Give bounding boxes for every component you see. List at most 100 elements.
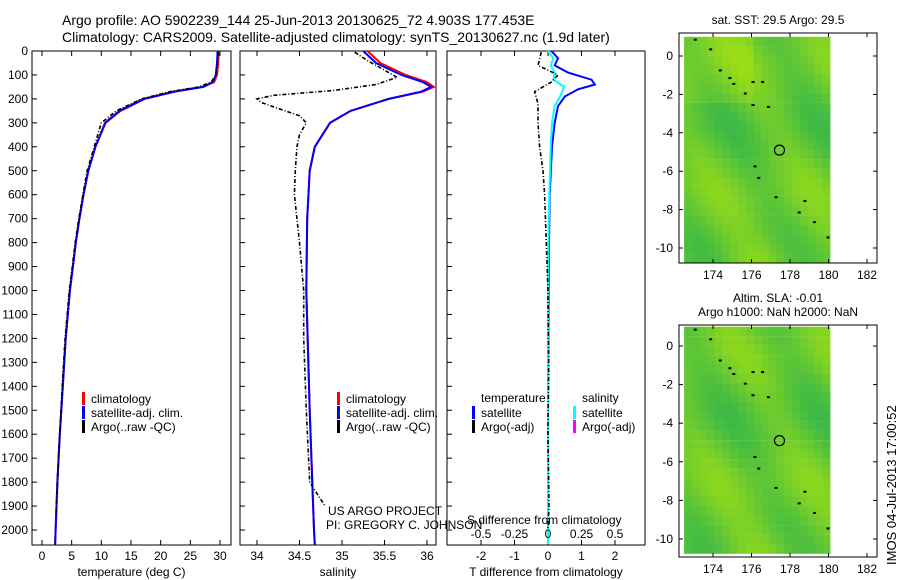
legend-label: Argo(..raw -QC) [346,420,431,434]
map-cell [714,440,723,450]
map-cell [722,487,731,498]
map-cell [807,46,816,56]
map-cell [707,364,716,375]
map-cell [753,515,762,526]
map-cell [722,449,731,460]
map-cell [714,93,723,103]
x-tick-label: 34.5 [288,549,312,563]
x-tick-label: 5 [68,549,75,563]
lon-tick-label: 176 [741,268,761,282]
map-cell [799,253,808,263]
map-cell [791,215,800,226]
map-cell [684,345,693,356]
map-cell [730,46,739,56]
lat-tick-label: -10 [656,532,674,546]
map-cell [745,187,754,197]
s-tick-label: 0.25 [570,527,594,541]
map-cell [745,496,754,507]
map-cell [745,55,754,66]
map-cell [822,525,831,535]
map-cell [761,326,770,337]
map-cell [776,449,785,460]
map-cell [738,177,746,188]
series-line-satellite-adj-clim- [305,50,434,545]
map-cell [768,243,777,254]
sla-map-panel: 174 176 178 180 182 0 -2 -4 -6 -8 -10 Altim. SLA: -… [656,291,878,576]
map-cell [822,215,831,226]
map-cell [784,74,793,84]
map-cell [815,83,823,94]
map-cell [807,364,816,375]
map-cell [699,225,708,235]
map-cell [738,36,746,47]
map-cell [738,55,746,66]
map-cell [768,326,777,337]
map-cell [707,36,716,47]
map-cell [722,336,731,346]
map-cell [776,392,785,403]
map-cell [822,440,831,450]
map-cell [799,336,808,346]
s-tick-label: 0.5 [607,527,624,541]
map-cell [722,187,731,197]
map-cell [807,121,816,132]
map-cell [822,383,831,393]
map-cell [738,74,746,84]
map-cell [768,459,777,469]
map-cell [699,430,708,441]
map-cell [691,355,700,365]
map-cell [761,168,770,179]
map-cell [738,46,746,56]
map-cell [699,326,708,337]
s-axis-label: S difference from climatology [467,513,622,527]
map-cell [730,83,739,94]
map-cell [699,336,708,346]
map-cell [776,74,785,84]
map-cell [791,336,800,346]
map-cell [761,355,770,365]
map-cell [738,355,746,365]
map-cell [738,468,746,479]
map-cell [784,65,793,75]
map-cell [753,355,762,365]
y-tick-label: 300 [8,116,28,130]
x-tick-label: 25 [184,549,198,563]
map-cell [776,326,785,337]
map-cell [745,506,754,516]
map-cell [722,459,731,469]
map-cell [745,336,754,346]
map-cell [761,149,770,160]
map-cell [699,206,708,216]
map-cell [776,515,785,526]
temperature-panel: 0 5 10 15 20 25 30 temperature (deg C) 0 100 200 30… [1,44,232,579]
y-tick-label: 1300 [1,355,28,369]
map-cell [768,253,777,263]
map-cell [699,411,708,422]
map-cell [784,336,793,346]
map-cell [761,55,770,66]
map-cell [730,383,739,393]
map-cell [807,55,816,66]
map-cell [691,130,700,141]
map-cell [684,253,693,263]
map-cell [722,326,731,337]
map-cell [714,83,723,94]
map-cell [684,36,693,47]
map-cell [784,36,793,47]
map-cell [707,93,716,103]
map-cell [722,130,731,141]
map-cell [807,130,816,141]
map-cell [691,374,700,384]
map-cell [730,487,739,498]
map-cell [768,355,777,365]
map-cell [738,112,746,122]
map-cell [707,402,716,412]
map-cell [776,121,785,132]
lat-tick-label: -4 [662,126,673,140]
map-cell [684,374,693,384]
map-cell [745,36,754,47]
map-cell [745,206,754,216]
map-cell [815,383,823,393]
map-cell [714,168,723,179]
map-cell [730,402,739,412]
